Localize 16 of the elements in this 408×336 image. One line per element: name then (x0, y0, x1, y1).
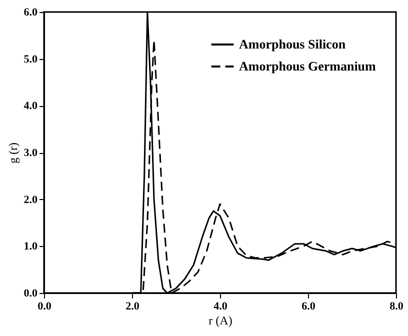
x-axis-title: r (A) (208, 314, 232, 328)
y-tick-label: 5.0 (24, 53, 38, 66)
y-tick-label: 3.0 (24, 147, 38, 159)
x-tick-label: 0.0 (38, 300, 52, 312)
x-tick-label: 8.0 (390, 300, 404, 312)
legend-label: Amorphous Germanium (239, 58, 376, 74)
y-tick-label: 2.0 (24, 194, 38, 206)
y-tick-label: 1.0 (24, 240, 38, 253)
y-axis-title: g (r) (6, 142, 20, 164)
y-tick-label: 0.0 (24, 288, 38, 300)
y-tick-label: 4.0 (24, 100, 38, 112)
x-tick-label: 6.0 (302, 300, 316, 312)
legend-label: Amorphous Silicon (239, 36, 346, 52)
x-tick-label: 4.0 (214, 300, 228, 312)
x-tick-label: 2.0 (126, 300, 140, 312)
y-tick-label: 6.0 (24, 6, 38, 18)
